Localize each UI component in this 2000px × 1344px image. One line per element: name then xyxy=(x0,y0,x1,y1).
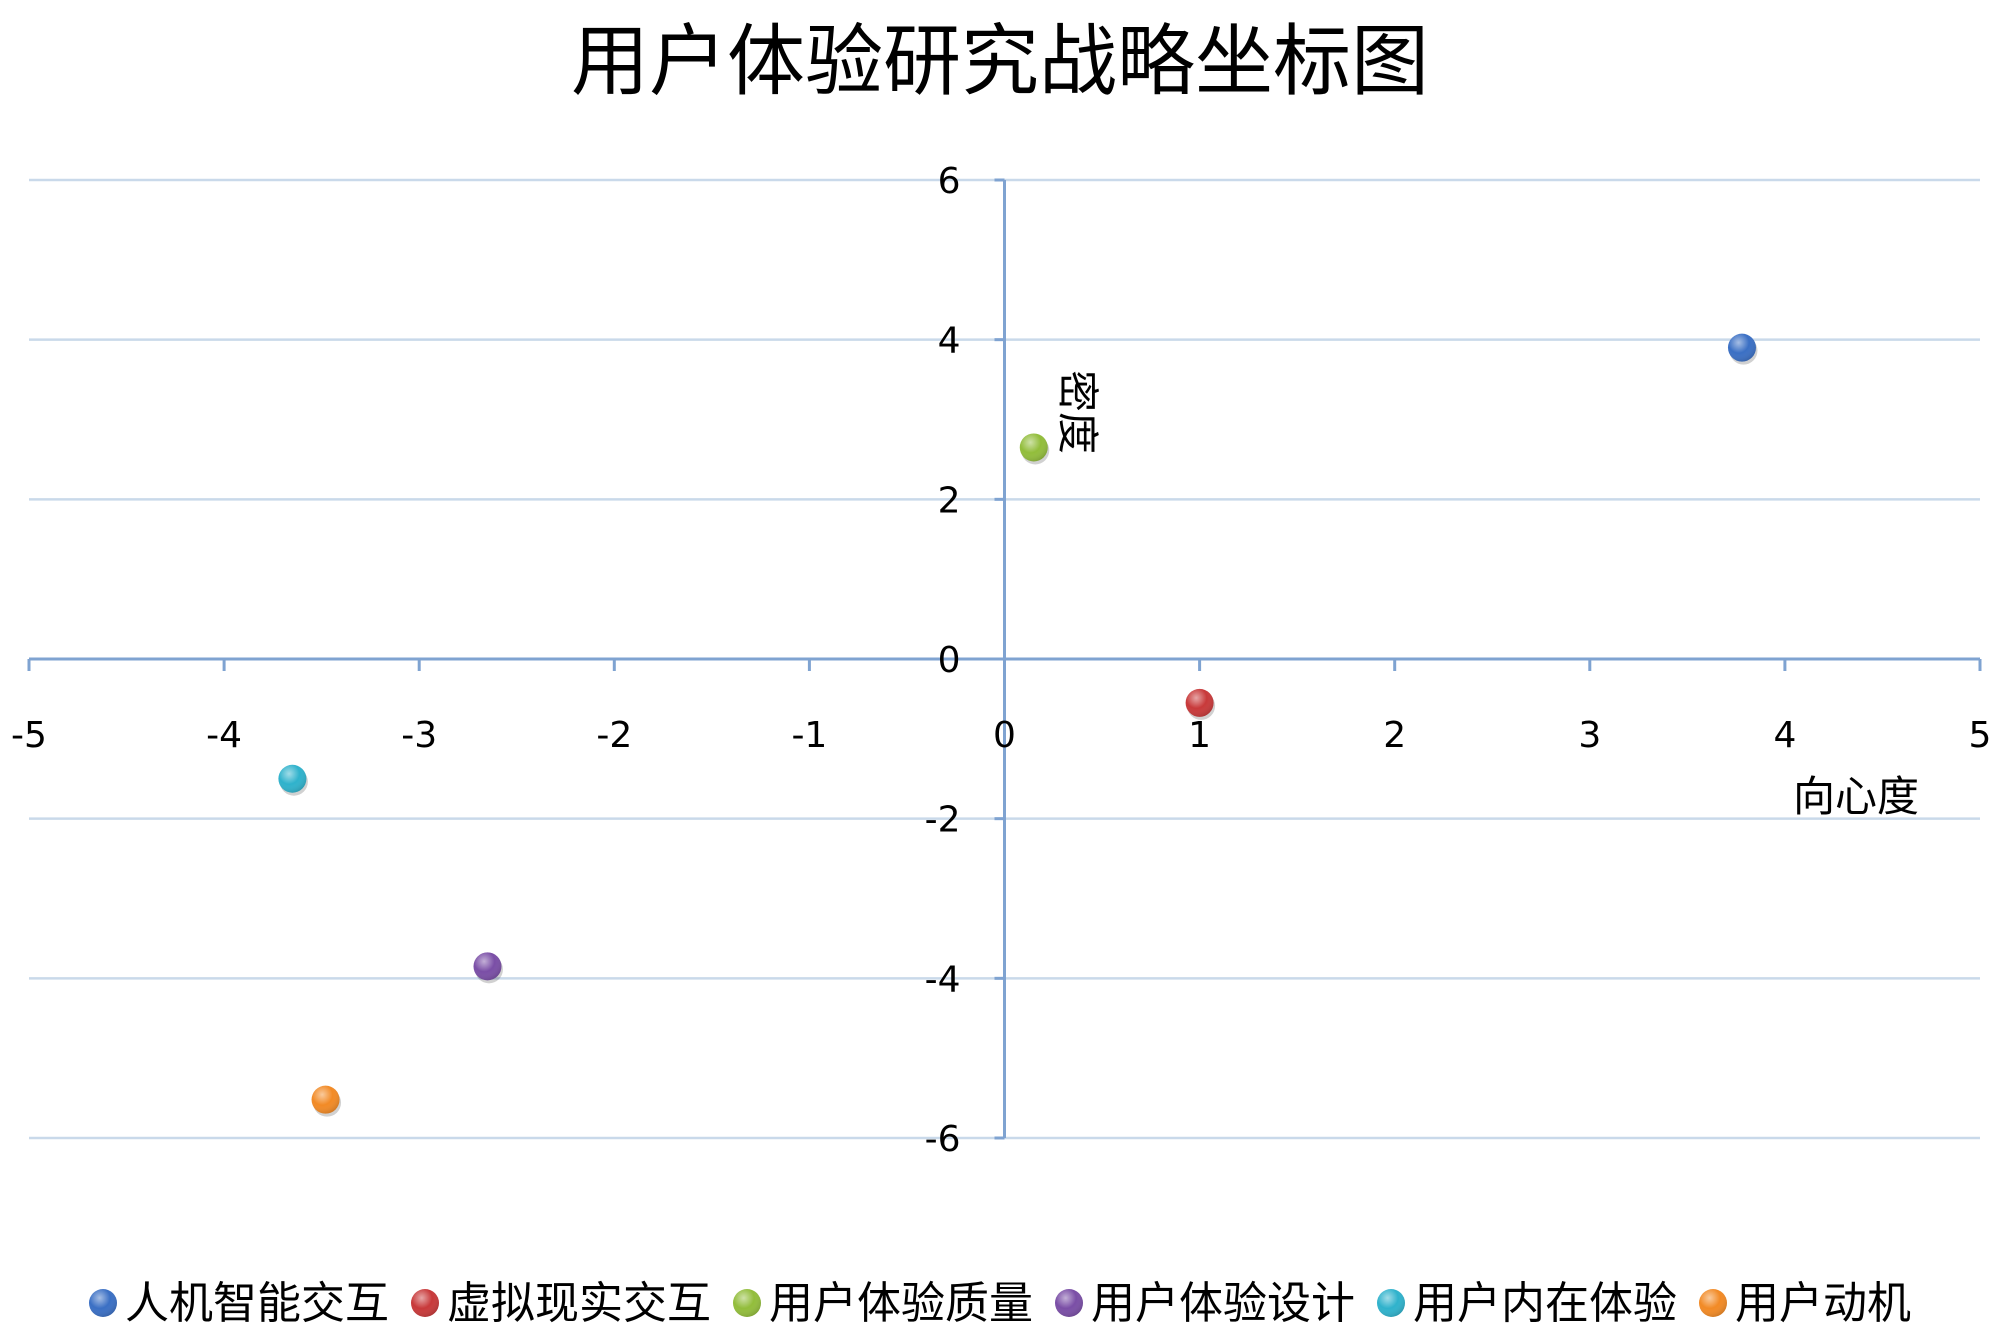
chart-title: 用户体验研究战略坐标图 xyxy=(571,17,1429,107)
x-tick-label-2: 2 xyxy=(1383,715,1406,756)
legend-item-5: 用户内在体验 xyxy=(1377,1278,1677,1329)
data-point-1 xyxy=(1727,333,1758,365)
data-point-highlight xyxy=(311,1085,340,1114)
data-point-highlight xyxy=(473,952,502,981)
data-point-4 xyxy=(473,952,503,984)
legend-marker-highlight xyxy=(1699,1289,1727,1317)
legend: 人机智能交互 虚拟现实交互 用户体验质量 用户体验设计 用户内在体验 用户动机 xyxy=(89,1278,1911,1329)
y-tick-labels: -6 -4 -2 0 2 4 6 xyxy=(925,161,961,1160)
x-tick-label--3: -3 xyxy=(401,715,437,756)
y-tick-label--6: -6 xyxy=(925,1119,961,1160)
legend-item-6: 用户动机 xyxy=(1699,1278,1911,1329)
legend-label: 用户内在体验 xyxy=(1413,1278,1677,1329)
x-tick-label-0: 0 xyxy=(993,715,1016,756)
y-tick-label-2: 2 xyxy=(938,480,961,521)
legend-item-4: 用户体验设计 xyxy=(1055,1278,1355,1329)
legend-marker-highlight xyxy=(411,1289,439,1317)
legend-item-3: 用户体验质量 xyxy=(733,1278,1033,1329)
x-tick-label-1: 1 xyxy=(1188,715,1211,756)
x-tick-label-3: 3 xyxy=(1578,715,1601,756)
legend-label: 用户动机 xyxy=(1735,1278,1911,1329)
x-axis-title: 向心度 xyxy=(1793,772,1919,821)
x-tick-label--2: -2 xyxy=(596,715,632,756)
x-tick-label-4: 4 xyxy=(1773,715,1796,756)
legend-label: 人机智能交互 xyxy=(125,1278,389,1329)
legend-item-2: 虚拟现实交互 xyxy=(411,1278,711,1329)
x-tick-label--5: -5 xyxy=(11,715,47,756)
data-point-highlight xyxy=(1019,433,1048,462)
x-tick-label-5: 5 xyxy=(1969,715,1992,756)
legend-item-1: 人机智能交互 xyxy=(89,1278,389,1329)
legend-marker-highlight xyxy=(89,1289,117,1317)
x-tick-label--4: -4 xyxy=(206,715,242,756)
data-point-6 xyxy=(311,1085,342,1117)
legend-label: 用户体验质量 xyxy=(769,1278,1033,1329)
data-point-highlight xyxy=(1727,333,1756,362)
y-tick-label--4: -4 xyxy=(925,959,961,1000)
data-point-highlight xyxy=(278,764,307,793)
data-points xyxy=(278,333,1758,1117)
data-point-3 xyxy=(1019,433,1050,465)
y-tick-label-6: 6 xyxy=(938,161,961,202)
data-point-5 xyxy=(278,764,308,796)
data-point-highlight xyxy=(1185,688,1214,717)
axes xyxy=(27,178,1982,1140)
legend-marker-highlight xyxy=(1377,1289,1405,1317)
x-tick-label--1: -1 xyxy=(791,715,827,756)
y-tick-label--2: -2 xyxy=(925,800,961,841)
y-axis-title: 密度 xyxy=(1053,370,1102,454)
legend-label: 虚拟现实交互 xyxy=(447,1278,711,1329)
legend-label: 用户体验设计 xyxy=(1091,1278,1355,1329)
x-tick-labels: -5 -4 -3 -2 -1 0 1 2 3 4 5 xyxy=(11,715,1991,756)
legend-marker-highlight xyxy=(733,1289,761,1317)
legend-marker-highlight xyxy=(1055,1289,1083,1317)
y-tick-label-0: 0 xyxy=(938,640,961,681)
data-point-2 xyxy=(1185,688,1216,720)
y-tick-label-4: 4 xyxy=(938,321,961,362)
